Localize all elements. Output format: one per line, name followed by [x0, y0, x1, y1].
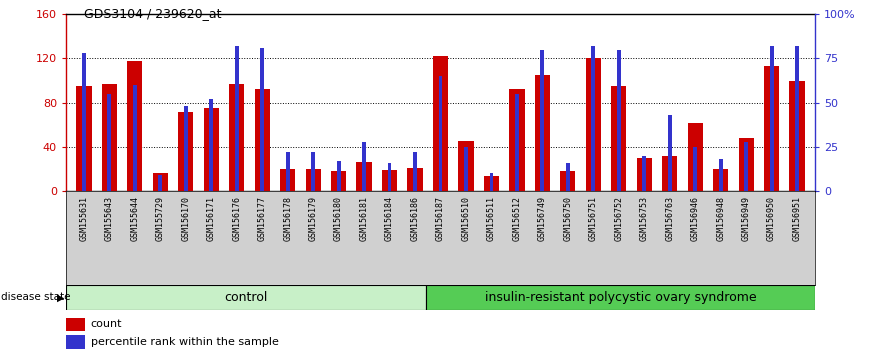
Text: GSM156753: GSM156753 — [640, 196, 648, 241]
Bar — [693, 147, 697, 191]
Text: GSM156178: GSM156178 — [283, 196, 292, 241]
Bar — [77, 86, 92, 191]
Bar — [235, 46, 239, 191]
Text: GSM156177: GSM156177 — [258, 196, 267, 241]
Bar — [331, 171, 346, 191]
Bar — [535, 75, 550, 191]
Text: disease state: disease state — [1, 292, 70, 302]
Text: GSM156752: GSM156752 — [614, 196, 623, 241]
Text: GSM155643: GSM155643 — [105, 196, 114, 241]
Text: GDS3104 / 239620_at: GDS3104 / 239620_at — [84, 7, 221, 20]
Text: GSM155729: GSM155729 — [156, 196, 165, 241]
Bar — [789, 80, 804, 191]
Text: GSM156181: GSM156181 — [359, 196, 368, 241]
Bar — [738, 138, 754, 191]
Bar — [744, 142, 748, 191]
Bar — [796, 46, 799, 191]
Bar — [586, 58, 601, 191]
Bar — [764, 66, 780, 191]
Bar — [159, 175, 162, 191]
Bar — [617, 50, 621, 191]
Bar — [382, 170, 397, 191]
Text: percentile rank within the sample: percentile rank within the sample — [91, 337, 278, 347]
Text: GSM156170: GSM156170 — [181, 196, 190, 241]
Bar — [66, 285, 426, 310]
Bar — [591, 46, 596, 191]
Text: GSM156763: GSM156763 — [665, 196, 674, 241]
Text: GSM156949: GSM156949 — [742, 196, 751, 241]
Text: insulin-resistant polycystic ovary syndrome: insulin-resistant polycystic ovary syndr… — [485, 291, 757, 304]
Text: GSM156510: GSM156510 — [462, 196, 470, 241]
Text: GSM156950: GSM156950 — [767, 196, 776, 241]
Bar — [770, 46, 774, 191]
Bar — [560, 171, 575, 191]
Text: GSM156951: GSM156951 — [793, 196, 802, 241]
Bar — [306, 169, 321, 191]
Bar — [311, 152, 315, 191]
Bar — [611, 86, 626, 191]
Bar — [66, 335, 85, 349]
Text: count: count — [91, 319, 122, 329]
Bar — [490, 173, 493, 191]
Bar — [260, 48, 264, 191]
Text: GSM156176: GSM156176 — [233, 196, 241, 241]
Bar — [127, 61, 143, 191]
Bar — [82, 53, 85, 191]
Bar — [362, 142, 366, 191]
Text: GSM156179: GSM156179 — [308, 196, 318, 241]
Text: GSM155644: GSM155644 — [130, 196, 139, 241]
Bar — [388, 163, 391, 191]
Bar — [668, 115, 671, 191]
Bar — [407, 168, 423, 191]
Text: GSM156946: GSM156946 — [691, 196, 700, 241]
Bar — [458, 141, 474, 191]
Bar — [433, 56, 448, 191]
Bar — [566, 163, 570, 191]
Bar — [642, 156, 646, 191]
Bar — [255, 89, 270, 191]
Bar — [107, 94, 111, 191]
Bar — [210, 99, 213, 191]
Bar — [515, 94, 519, 191]
Bar — [152, 173, 168, 191]
Bar — [426, 285, 815, 310]
Bar — [337, 161, 341, 191]
Text: ▶: ▶ — [57, 292, 65, 302]
Bar — [637, 158, 652, 191]
Bar — [229, 84, 244, 191]
Bar — [285, 152, 290, 191]
Bar — [204, 108, 218, 191]
Bar — [484, 176, 499, 191]
Bar — [357, 162, 372, 191]
Text: GSM155631: GSM155631 — [79, 196, 88, 241]
Text: GSM156186: GSM156186 — [411, 196, 419, 241]
Text: GSM156512: GSM156512 — [513, 196, 522, 241]
Bar — [663, 156, 677, 191]
Bar — [133, 85, 137, 191]
Text: GSM156187: GSM156187 — [436, 196, 445, 241]
Bar — [184, 106, 188, 191]
Text: control: control — [225, 291, 268, 304]
Bar — [540, 50, 544, 191]
Text: GSM156511: GSM156511 — [487, 196, 496, 241]
Bar — [439, 76, 442, 191]
Bar — [687, 122, 703, 191]
Text: GSM156948: GSM156948 — [716, 196, 725, 241]
Text: GSM156749: GSM156749 — [538, 196, 547, 241]
Bar — [280, 169, 295, 191]
Bar — [66, 318, 85, 331]
Bar — [101, 84, 117, 191]
Bar — [178, 112, 194, 191]
Bar — [713, 169, 729, 191]
Text: GSM156184: GSM156184 — [385, 196, 394, 241]
Bar — [719, 159, 722, 191]
Bar — [509, 89, 524, 191]
Bar — [464, 147, 468, 191]
Text: GSM156180: GSM156180 — [334, 196, 343, 241]
Text: GSM156750: GSM156750 — [563, 196, 573, 241]
Bar — [413, 152, 417, 191]
Text: GSM156171: GSM156171 — [207, 196, 216, 241]
Text: GSM156751: GSM156751 — [589, 196, 598, 241]
